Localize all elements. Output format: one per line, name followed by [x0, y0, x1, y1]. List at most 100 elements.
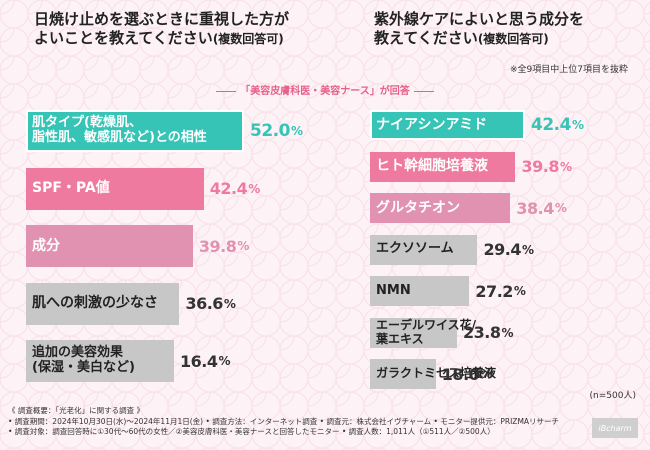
- value-unit: %: [218, 354, 231, 368]
- bar-label-line: 成分: [32, 237, 60, 254]
- value-number: 39.8: [198, 236, 237, 256]
- bar-label-line: 脂性肌、敏感肌など)との相性: [32, 130, 207, 145]
- footer-line3: • 調査対象：調査回答時に①30代〜60代の女性／②美容皮膚科医・美容ナースと回…: [8, 427, 495, 436]
- bar-row-1: ヒト幹細胞培養液 39.8%: [370, 151, 640, 182]
- bar-row-2: グルタチオン 38.4%: [370, 193, 640, 223]
- value-number: 42.4: [209, 179, 248, 198]
- bar-row-3: エクソソーム 29.4%: [370, 234, 640, 265]
- right-question-line1: 紫外線ケアによいと思う成分を: [374, 10, 585, 28]
- value-unit: %: [290, 124, 303, 138]
- value-unit: %: [513, 284, 526, 298]
- bar-row-4: 追加の美容効果 (保湿・美白など) 16.4%: [26, 340, 326, 382]
- footer-line2: • 調査期間：2024年10月30日(水)〜2024年11月1日(金) • 調査…: [8, 416, 560, 426]
- bar-label: エクソソーム: [376, 241, 454, 257]
- bar-label-line: ヒト幹細胞培養液: [376, 158, 488, 175]
- value-unit: %: [554, 201, 567, 215]
- value-label: 52.0%: [250, 110, 303, 152]
- bar-label: エーデルワイス花/葉エキス: [376, 317, 477, 347]
- bar-row-3: 肌への刺激の少なさ 36.6%: [26, 282, 326, 325]
- respondent-label: 「美容皮膚科医・美容ナース」が回答: [240, 86, 410, 97]
- bar-label: 肌への刺激の少なさ: [32, 295, 158, 311]
- bar: SPF・PA値: [26, 167, 204, 210]
- bar: ナイアシンアミド: [370, 110, 525, 140]
- left-question: 日焼け止めを選ぶときに重視した方が よいことを教えてください(複数回答可): [34, 10, 324, 49]
- top-note: ※全9項目中上位7項目を抜粋: [510, 65, 628, 75]
- value-unit: %: [237, 239, 250, 253]
- bar-label-line: グルタチオン: [376, 199, 460, 216]
- bar-label-line: NMN: [376, 282, 411, 298]
- footer-line1: 《 調査概要：「光老化」に関する調査 》: [8, 406, 145, 415]
- value-number: 23.8: [463, 323, 501, 342]
- value-label: 42.4%: [210, 168, 261, 210]
- bar-label-line: 肌への刺激の少なさ: [32, 295, 158, 312]
- value-label: 23.8%: [463, 318, 514, 348]
- right-bar-chart: ナイアシンアミド 42.4% ヒト幹細胞培養液 39.8% グルタチオン 38.4% エクソ…: [370, 110, 640, 389]
- value-number: 42.4: [531, 115, 571, 135]
- divider-left: [216, 90, 237, 92]
- bar-label-line: 追加の美容効果: [32, 345, 124, 361]
- left-question-sub: (複数回答可): [212, 32, 284, 46]
- bar-row-0: ナイアシンアミド 42.4%: [370, 110, 640, 140]
- bar-label-line: 葉エキス: [376, 331, 424, 346]
- bar: 成分: [26, 225, 193, 267]
- value-label: 27.2%: [475, 276, 526, 306]
- bar-label: グルタチオン: [376, 200, 460, 216]
- value-unit: %: [501, 325, 514, 340]
- bar-label-line: 肌タイプ(乾燥肌、: [32, 115, 142, 131]
- bar: グルタチオン: [370, 193, 511, 223]
- bar-row-5: エーデルワイス花/葉エキス 23.8%: [370, 317, 640, 348]
- bar-label: 成分: [32, 238, 60, 254]
- bar: エーデルワイス花/葉エキス: [370, 317, 476, 348]
- bar: 追加の美容効果 (保湿・美白など): [26, 340, 174, 382]
- left-question-line2: よいことを教えてください: [34, 29, 213, 47]
- value-label: 39.8%: [199, 225, 250, 267]
- bar-row-6: ガラクトミセス培養液 18.0%: [370, 359, 640, 389]
- value-label: 18.0%: [442, 359, 493, 389]
- bar-label: SPF・PA値: [32, 180, 110, 196]
- bar-label: ガラクトミセス培養液: [376, 366, 497, 381]
- bar-label-line: ガラクトミセス培養液: [376, 366, 497, 381]
- value-label: 16.4%: [180, 340, 231, 382]
- bar-label-line: SPF・PA値: [32, 180, 110, 197]
- bar-label-line: エーデルワイス花/: [376, 317, 477, 332]
- bar: 肌タイプ(乾燥肌、 脂性肌、敏感肌など)との相性: [26, 110, 244, 152]
- bar-label: NMN: [376, 282, 411, 299]
- survey-footer: 《 調査概要：「光老化」に関する調査 》 • 調査期間：2024年10月30日(…: [8, 406, 559, 438]
- value-number: 52.0: [250, 121, 290, 141]
- sample-size-note: (n=500人): [589, 391, 636, 401]
- value-number: 29.4: [483, 240, 521, 259]
- right-question: 紫外線ケアによいと思う成分を 教えてください(複数回答可): [374, 10, 644, 49]
- bar: ガラクトミセス培養液: [370, 359, 496, 389]
- value-unit: %: [248, 181, 261, 196]
- value-number: 39.8: [521, 157, 559, 176]
- bar: 肌への刺激の少なさ: [26, 282, 180, 325]
- value-label: 36.6%: [185, 283, 236, 325]
- value-unit: %: [480, 367, 493, 381]
- bar-label: ヒト幹細胞培養液: [376, 158, 488, 174]
- bar-row-4: NMN 27.2%: [370, 276, 640, 306]
- bar-label: ナイアシンアミド: [376, 117, 487, 133]
- divider-right: [413, 90, 434, 92]
- value-label: 38.4%: [516, 193, 567, 223]
- bar-label-line: ナイアシンアミド: [376, 116, 488, 133]
- brand-logo: iBcharm: [592, 418, 638, 438]
- bar: NMN: [370, 276, 470, 306]
- right-question-sub: (複数回答可): [477, 32, 549, 46]
- value-number: 27.2: [475, 281, 513, 301]
- right-question-line2: 教えてください: [374, 29, 478, 47]
- bar-label: 肌タイプ(乾燥肌、 脂性肌、敏感肌など)との相性: [32, 115, 207, 146]
- bar-label-line: エクソソーム: [376, 241, 454, 257]
- bar-row-2: 成分 39.8%: [26, 225, 326, 267]
- value-number: 36.6: [185, 294, 223, 313]
- value-unit: %: [521, 242, 534, 257]
- bar: ヒト幹細胞培養液: [370, 151, 516, 182]
- value-label: 42.4%: [531, 110, 584, 140]
- value-unit: %: [571, 118, 584, 132]
- bar: エクソソーム: [370, 234, 478, 265]
- bar-label-line: (保湿・美白など): [32, 360, 135, 375]
- value-label: 29.4%: [483, 235, 534, 265]
- bar-row-0: 肌タイプ(乾燥肌、 脂性肌、敏感肌など)との相性 52.0%: [26, 110, 326, 152]
- value-unit: %: [223, 296, 236, 311]
- left-bar-chart: 肌タイプ(乾燥肌、 脂性肌、敏感肌など)との相性 52.0% SPF・PA値 42.4%…: [26, 110, 326, 390]
- value-number: 38.4: [516, 198, 554, 218]
